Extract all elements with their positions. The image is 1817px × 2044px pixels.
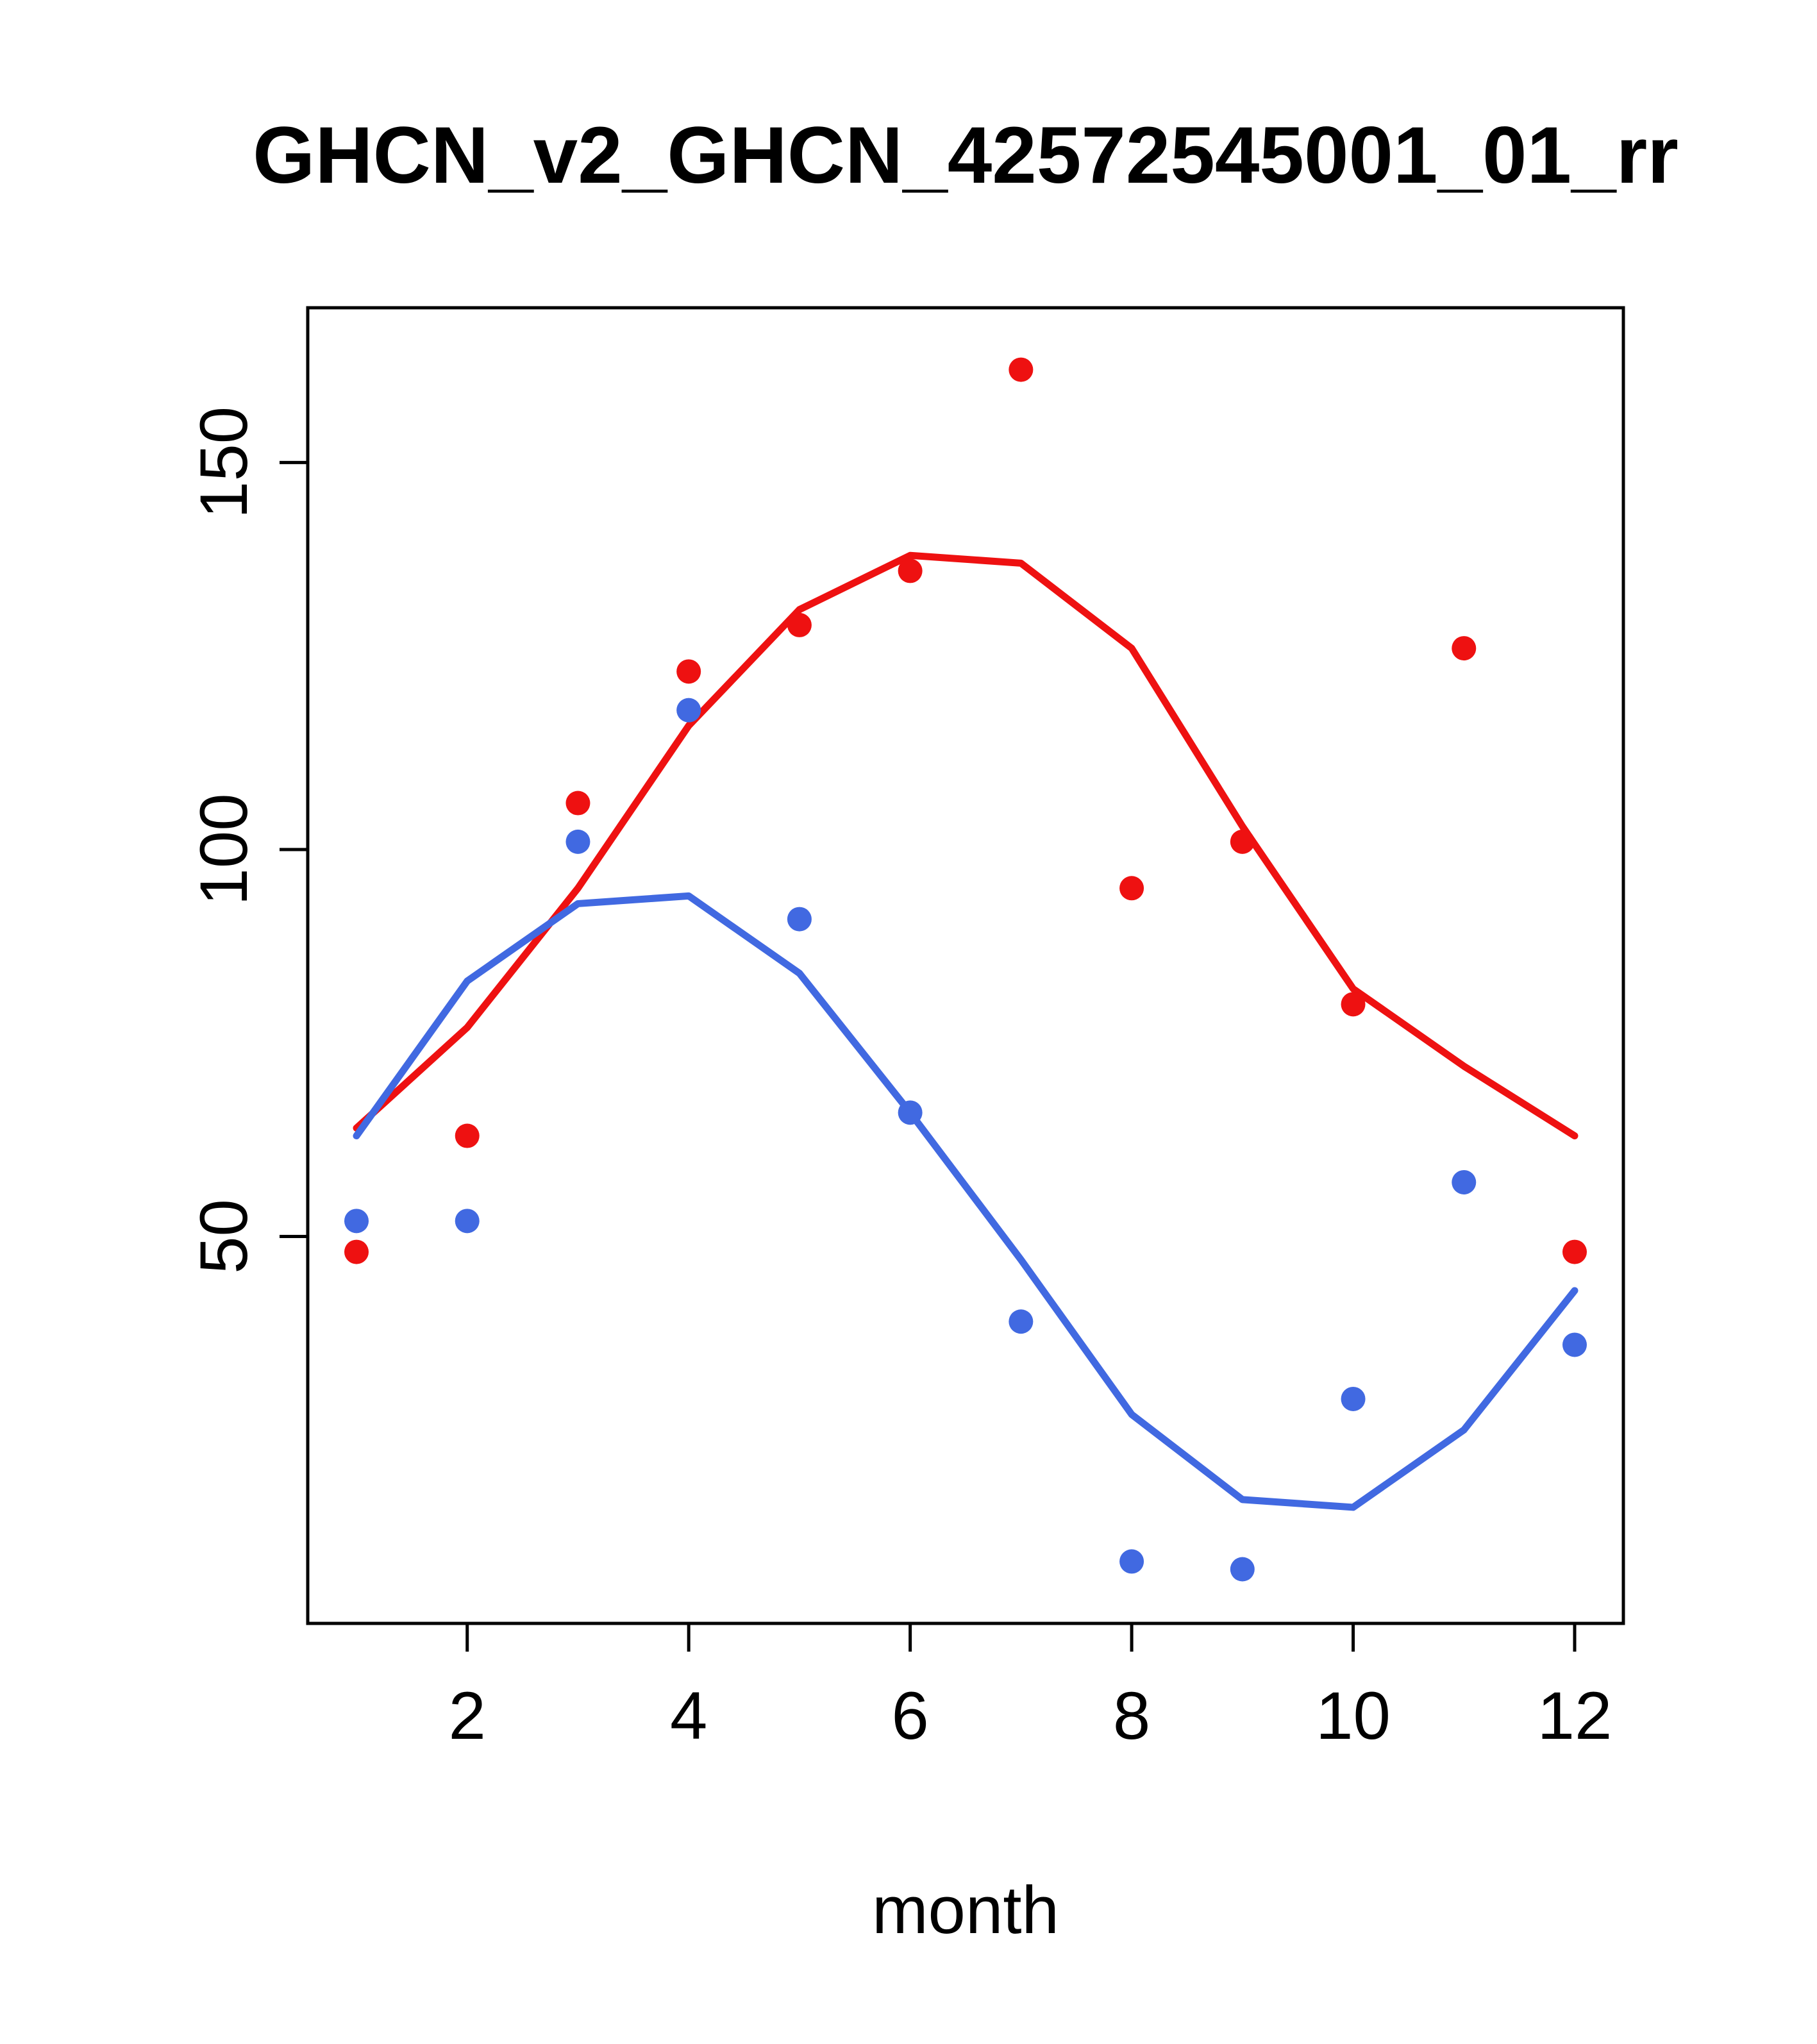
x-axis-label: month [872, 1873, 1059, 1948]
plot-area: 2 4 6 8 10 12 50 100 150 [187, 306, 1625, 1754]
blue-points-point [1230, 1557, 1255, 1582]
blue-points-point [787, 907, 812, 932]
red-points-point [1009, 357, 1034, 382]
blue-smooth-line [353, 892, 1578, 1511]
blue-points-point [1452, 1169, 1477, 1194]
y-tick-label: 50 [187, 1199, 262, 1274]
red-points-point [1341, 992, 1366, 1017]
red-points-point [344, 1239, 369, 1264]
x-tick-label: 8 [1113, 1679, 1150, 1754]
blue-points-point [1009, 1309, 1034, 1334]
red-points-point [565, 791, 590, 816]
y-tick-label: 150 [187, 406, 262, 519]
red-points-point [787, 612, 812, 637]
blue-points-point [565, 829, 590, 854]
blue-points-point [676, 698, 701, 723]
plot-box [306, 306, 1625, 1625]
y-tick-label: 100 [187, 793, 262, 905]
blue-points-point [344, 1209, 369, 1234]
red-points-point [1452, 636, 1477, 661]
blue-points-point [1119, 1549, 1144, 1574]
x-tick-label: 2 [449, 1679, 486, 1754]
x-tick-label: 10 [1316, 1679, 1391, 1754]
red-points-point [1119, 876, 1144, 901]
x-tick-label: 4 [670, 1679, 707, 1754]
x-tick-label: 12 [1537, 1679, 1612, 1754]
red-points-point [455, 1123, 480, 1148]
chart-title: GHCN_v2_GHCN_42572545001_01_rr [253, 111, 1679, 200]
red-points-point [1562, 1239, 1587, 1264]
red-smooth-line [353, 551, 1578, 1140]
blue-points-point [898, 1100, 923, 1125]
red-points-point [1230, 829, 1255, 854]
blue-points-point [1341, 1386, 1366, 1411]
red-points-point [676, 659, 701, 684]
x-tick-label: 6 [891, 1679, 928, 1754]
blue-points-point [1562, 1332, 1587, 1357]
blue-points-point [455, 1209, 480, 1234]
red-points-point [898, 558, 923, 583]
